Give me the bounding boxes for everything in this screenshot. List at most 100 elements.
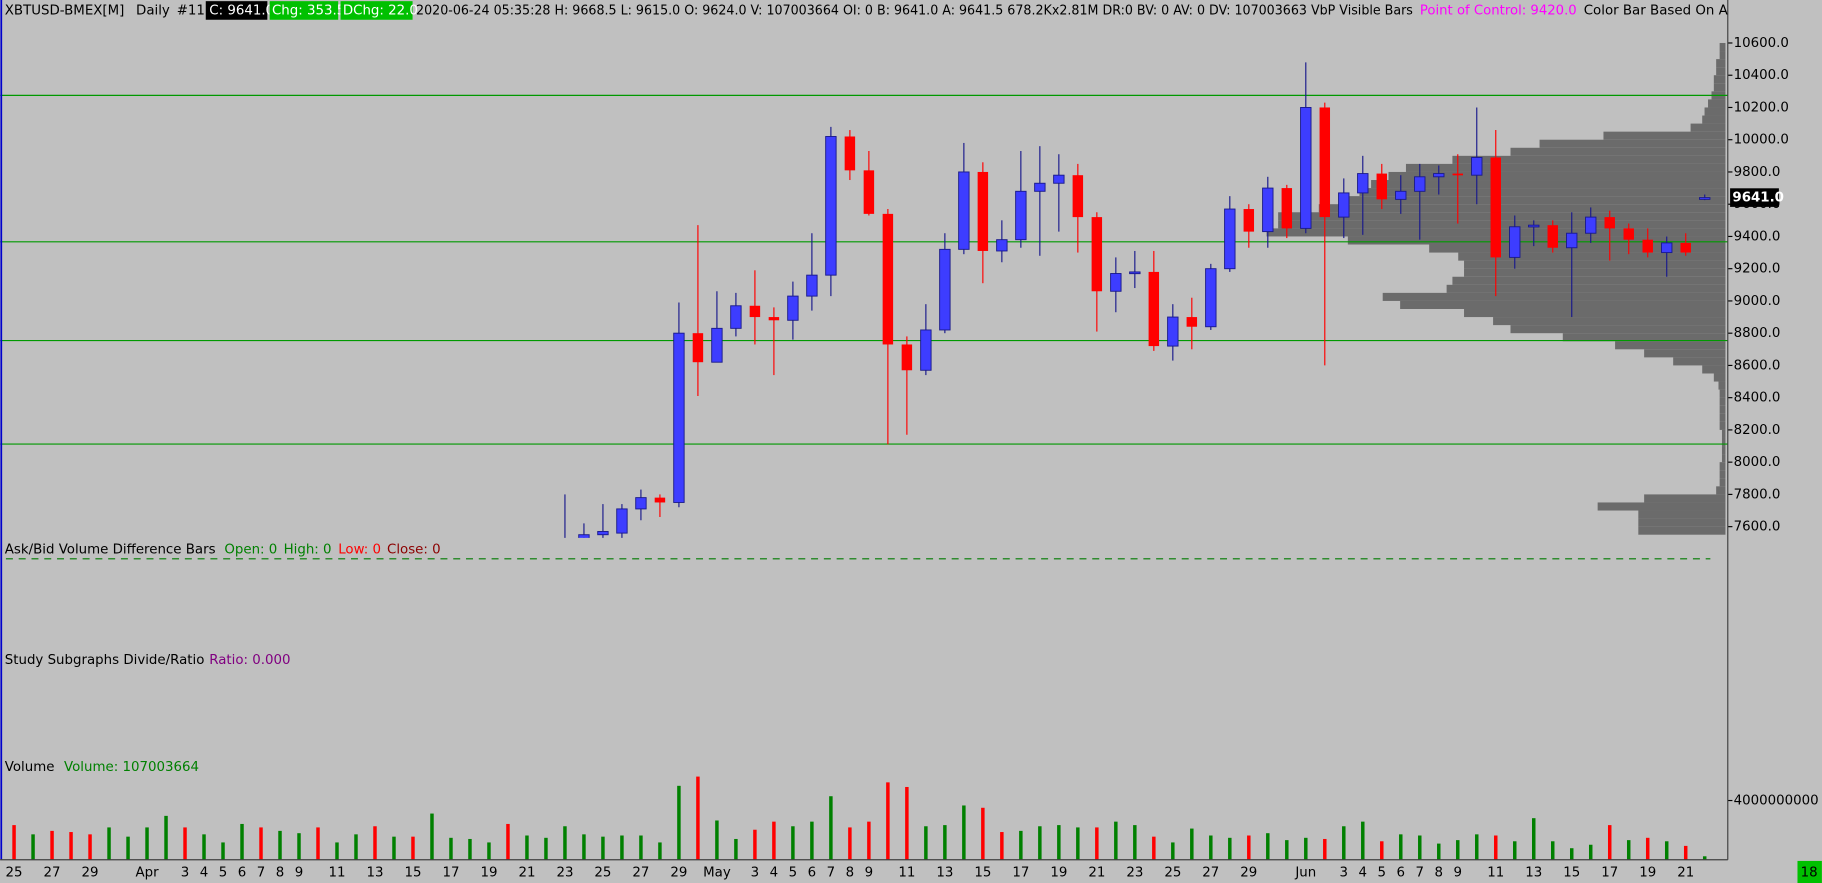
x-tick-label: 25 [1164, 866, 1181, 881]
x-tick-label: 27 [1202, 866, 1219, 881]
volume-bar [12, 825, 16, 860]
volume-profile-bar [1464, 268, 1726, 277]
volume-profile-bar [1318, 204, 1726, 213]
candle-body [1452, 173, 1463, 176]
candle-body [1642, 239, 1653, 253]
study-field: Ratio: 0.000 [209, 653, 290, 668]
y-tick-label: 8800.0 [1734, 326, 1781, 341]
volume-profile-bar [1716, 67, 1726, 76]
volume-bar [1551, 841, 1555, 860]
volume-profile-bar [1719, 413, 1726, 422]
y-tick-label: 8200.0 [1734, 423, 1781, 438]
volume-bar [848, 827, 852, 860]
candle-body [1281, 188, 1293, 229]
candle-body [1319, 107, 1331, 218]
volume-bar [1475, 834, 1479, 860]
volume-bar [449, 837, 453, 860]
volume-profile-bar [1458, 252, 1726, 261]
volume-bar [1038, 826, 1042, 860]
study-name: Ask/Bid Volume Difference Bars [5, 543, 216, 558]
volume-bar [1588, 844, 1593, 860]
volume-profile-bar [1708, 99, 1726, 108]
price-plot [0, 42, 1728, 538]
volume-bar [126, 836, 130, 860]
candle-body [1433, 173, 1445, 178]
candle-body [1224, 208, 1236, 270]
x-tick-label: 5 [219, 866, 228, 881]
volume-profile-bar [1719, 389, 1726, 398]
volume-bar [791, 826, 795, 860]
candle-body [1034, 182, 1046, 192]
x-tick-label: 19 [1639, 866, 1656, 881]
study-ask-bid: Ask/Bid Volume Difference Bars Open: 0 H… [5, 543, 441, 558]
candle-body [1053, 174, 1065, 184]
volume-bar [1418, 835, 1422, 860]
volume-profile-bar [1721, 446, 1726, 455]
volume-bar [1057, 825, 1061, 860]
candle-body [1623, 228, 1634, 240]
y-tick-label: 8600.0 [1734, 358, 1781, 373]
candle-body [616, 508, 628, 534]
corner-label: 18 [1801, 866, 1818, 881]
x-tick-label: 11 [898, 866, 915, 881]
candle-body [1300, 107, 1312, 229]
candle-body [597, 531, 609, 536]
y-tick-label: 7600.0 [1734, 520, 1781, 535]
volume-profile-bar [1464, 308, 1726, 318]
volume-bar [1702, 856, 1707, 860]
x-tick-label: 4 [770, 866, 779, 881]
x-tick-label: 9 [1454, 866, 1462, 881]
volume-bar [1114, 821, 1118, 860]
volume-profile-bar [1719, 51, 1726, 60]
x-tick-label: 4 [1359, 866, 1367, 881]
x-tick-label: 7 [1416, 866, 1424, 881]
volume-bar [696, 776, 700, 860]
chart-number: #11 [177, 3, 205, 18]
volume-profile-bar [1704, 107, 1726, 116]
volume-profile-bar [1719, 462, 1726, 471]
volume-bar [373, 826, 377, 860]
x-tick-label: 11 [328, 866, 345, 881]
candle-body [1357, 173, 1369, 194]
candle-body [1509, 226, 1521, 258]
volume-bar [1304, 837, 1308, 860]
x-tick-label: 13 [936, 866, 953, 881]
volume-bar [392, 836, 396, 860]
x-tick-label: 25 [6, 866, 23, 881]
candle-body [1699, 197, 1711, 200]
axes: 7600.0 7800.0 8000.0 8200.0 8400.0 8600.0 8800… [6, 36, 1819, 881]
x-tick-label: 29 [82, 866, 99, 881]
close: C: 9641.0 [209, 3, 274, 18]
volume-title: Volume [5, 760, 55, 775]
study-ratio: Study Subgraphs Divide/Ratio Ratio: 0.00… [5, 653, 291, 668]
volume-bar [335, 842, 339, 860]
volume-bar [753, 829, 757, 860]
volume-bar [316, 827, 320, 860]
volume-profile-bar [1719, 397, 1726, 406]
volume-bar [1209, 835, 1213, 860]
candle-body [711, 327, 723, 363]
x-tick-label: 27 [632, 866, 649, 881]
volume-profile-bar [1510, 325, 1726, 334]
volume-profile-bar [1464, 260, 1726, 269]
close-box [205, 1, 268, 20]
x-tick-label: 23 [1126, 866, 1143, 881]
volume-bar [240, 823, 244, 860]
candle-body [958, 171, 970, 250]
x-tick-label: 13 [1525, 866, 1542, 881]
x-tick-label: 17 [1012, 866, 1029, 881]
volume-bar [50, 830, 54, 860]
volume-profile-bar [1690, 123, 1726, 132]
volume-bar [715, 820, 719, 860]
volume-bar [658, 842, 662, 860]
volume-bar [1361, 821, 1365, 860]
study-field: Open: 0 [224, 543, 277, 558]
volume-profile-bar [1719, 421, 1726, 430]
volume-profile-bar [1405, 163, 1726, 172]
x-tick-label: 29 [1240, 866, 1257, 881]
candle-body [1262, 187, 1274, 233]
candle-body [1471, 156, 1483, 176]
